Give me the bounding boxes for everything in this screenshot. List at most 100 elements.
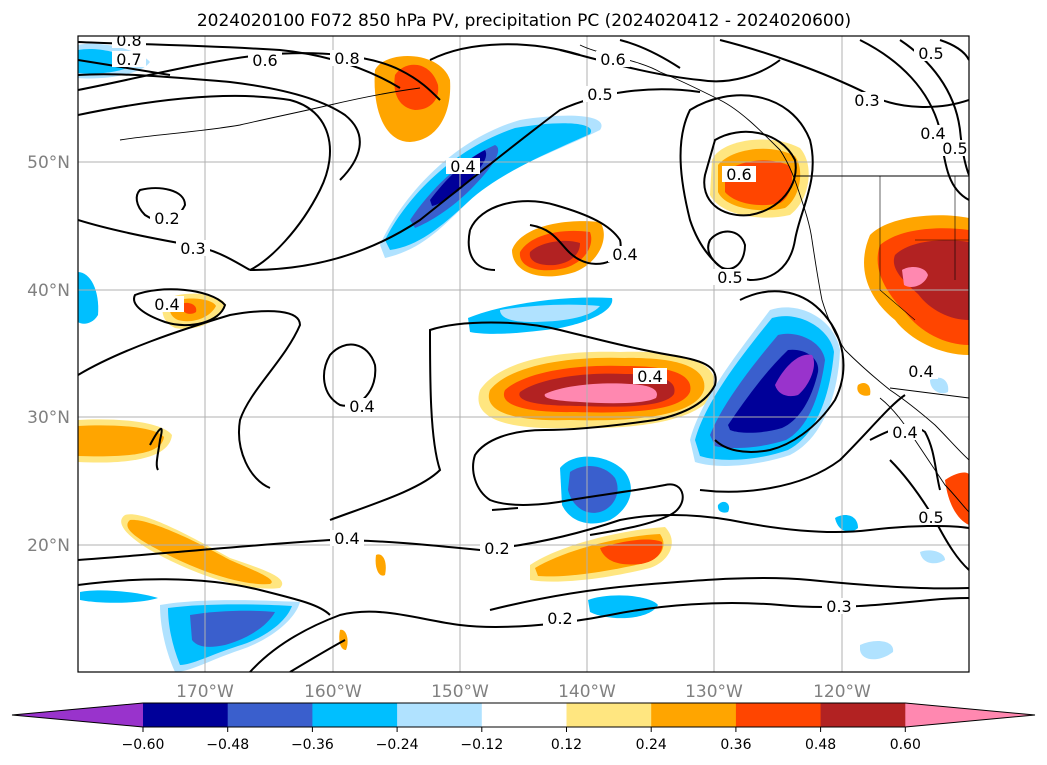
contour-label: 0.5: [942, 139, 967, 158]
contour-label-bg: [914, 509, 948, 525]
colorbar-tick-label: 0.48: [805, 737, 836, 753]
precip-region-neg-12n-168w-royal: [190, 610, 275, 647]
map-frame: [77, 35, 970, 673]
coastline-baja: [879, 397, 969, 513]
contour-0.6-bc: [703, 130, 797, 217]
contour-0.4-w-loop: [133, 288, 227, 327]
precip-region-neg-24n-royal: [568, 466, 618, 513]
contour-label: 0.6: [252, 51, 277, 70]
lon-label: 150°W: [431, 682, 489, 702]
lat-label: 30°N: [27, 408, 70, 428]
colorbar-tick-label: 0.24: [636, 737, 667, 753]
precip-region-central-30n-pink: [544, 383, 657, 404]
precip-region-16n-153w: [375, 554, 386, 576]
colorbar-tick-label: −0.48: [206, 737, 249, 753]
precip-region-38n-172w-core: [180, 302, 197, 314]
coastline-alaska-islands: [119, 87, 421, 141]
map-panel: 0.8 0.7 0.6 0.8 0.6 0.5 0.3 0.5 0.4 0.5: [27, 31, 970, 702]
contour-label-bg: [888, 424, 922, 440]
colorbar-swatch: [397, 703, 483, 727]
contour-label: 0.4: [450, 157, 475, 176]
contour-0.4-loop-b: [467, 229, 496, 271]
contour-label: 0.3: [180, 239, 205, 258]
precip-region-20n-137w-red: [600, 539, 663, 565]
figure-title: 2024020100 F072 850 hPa PV, precipitatio…: [197, 11, 851, 31]
contour-label: 0.2: [484, 539, 509, 558]
contour-label: 0.4: [334, 529, 359, 548]
precip-region-22n-173w-orange: [127, 519, 272, 585]
contour-0.4-mid: [78, 310, 302, 489]
contour-0.2-south: [78, 578, 331, 616]
contour-0.4-east: [699, 394, 906, 493]
contour-label: 0.4: [920, 124, 945, 143]
contour-0.4-central-b: [569, 483, 684, 536]
contour-0.5-inner: [707, 230, 747, 270]
contour-label-bg: [914, 45, 948, 61]
colorbar-swatch: [227, 703, 313, 727]
contour-label-bg: [446, 158, 480, 174]
colorbar-tick-label: −0.36: [291, 737, 334, 753]
contour-label: 0.5: [918, 44, 943, 63]
colorbar-tick-label: −0.24: [376, 737, 419, 753]
contour-label-bg: [822, 598, 856, 614]
colorbar-swatches: [11, 702, 1036, 728]
precip-region-us-west-darkred: [893, 240, 969, 320]
lon-label: 140°W: [558, 682, 616, 702]
colorbar-tick-label: 0.12: [551, 737, 582, 753]
contour-label-bg: [150, 296, 184, 312]
precip-region-29n-118w: [857, 383, 871, 396]
precip-region-neg-35n-light: [500, 304, 600, 322]
precip-region-56n-152w-red: [394, 64, 439, 110]
precip-region-neg-25n-127w: [717, 501, 730, 513]
lon-label: 160°W: [304, 682, 362, 702]
contour-0.2-south-b: [489, 576, 969, 611]
colorbar-ticks: −0.60 −0.48 −0.36 −0.24 −0.12 0.12 0.24 0.36 0.4…: [122, 727, 921, 753]
contour-label-bg: [850, 92, 884, 108]
colorbar: −0.60 −0.48 −0.36 −0.24 −0.12 0.12 0.24 0.36 0.4…: [11, 702, 1036, 753]
colorbar-tick-label: −0.12: [460, 737, 503, 753]
contour-label: 0.4: [349, 397, 374, 416]
contour-label: 0.3: [826, 597, 851, 616]
contour-0.5-bc: [679, 94, 814, 282]
contour-label-bg: [330, 50, 364, 66]
contour-0.2-central: [78, 514, 969, 561]
contour-label: 0.8: [116, 31, 141, 50]
precip-region-28n-178w-orange: [78, 425, 164, 457]
precip-region-neg-ar-blue: [385, 123, 592, 250]
contour-0.4-loop: [469, 200, 622, 265]
precip-region-neg-40n-w: [78, 272, 99, 324]
contour-label: 0.7: [116, 50, 141, 69]
contour-label-bg: [112, 51, 146, 67]
colorbar-extend-max: [905, 703, 1035, 727]
lon-label: 130°W: [685, 682, 743, 702]
lat-label: 50°N: [27, 153, 70, 173]
contour-0.6-ne: [939, 39, 969, 61]
contour-label-bg: [633, 368, 667, 384]
contour-label-bg: [112, 36, 146, 48]
colorbar-tick-label: 0.36: [720, 737, 751, 753]
contour-label-bg: [608, 246, 642, 262]
contour-label-bg: [940, 140, 969, 156]
contour-0.3-south: [249, 597, 969, 672]
contour-0.5-upper: [619, 39, 681, 69]
contour-label: 0.2: [547, 609, 572, 628]
contour-label: 0.4: [154, 295, 179, 314]
lat-label: 40°N: [27, 281, 70, 301]
colorbar-swatch: [312, 703, 398, 727]
contour-label: 0.8: [334, 49, 359, 68]
contour-label: 0.4: [637, 367, 662, 386]
contour-label-bg: [916, 125, 950, 141]
precip-region-neg-16n-w: [80, 590, 158, 603]
contour-0.4-central: [329, 321, 717, 521]
contour-label-bg: [722, 166, 756, 182]
lon-label: 170°W: [176, 682, 234, 702]
coastline-alaska-bc: [579, 44, 813, 241]
contour-label: 0.6: [600, 50, 625, 69]
contour-label: 0.4: [908, 362, 933, 381]
contour-0.4-baja: [869, 425, 941, 491]
precip-region-neg-18n-114w: [920, 550, 945, 564]
contour-label-bg: [904, 363, 938, 379]
colorbar-swatch: [651, 703, 737, 727]
colorbar-swatch: [143, 703, 229, 727]
contour-label: 0.6: [726, 165, 751, 184]
